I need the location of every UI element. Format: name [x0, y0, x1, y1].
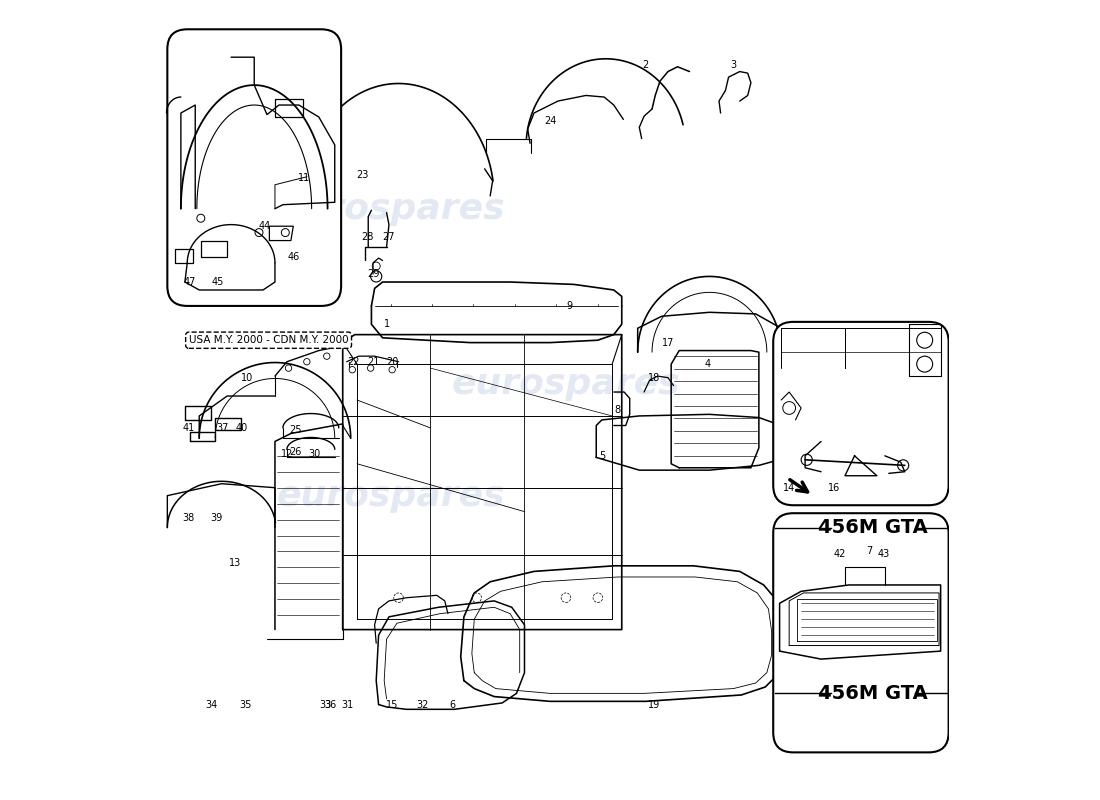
Text: 3: 3 [730, 60, 736, 70]
Text: 8: 8 [614, 405, 620, 414]
Text: 13: 13 [229, 558, 241, 569]
Text: 47: 47 [184, 277, 196, 287]
Text: 28: 28 [361, 231, 374, 242]
Text: 9: 9 [566, 301, 572, 311]
Text: 34: 34 [205, 699, 218, 710]
Text: 21: 21 [366, 357, 379, 366]
Text: 456M GTA: 456M GTA [818, 518, 927, 537]
Text: 5: 5 [598, 451, 605, 461]
Text: 456M GTA: 456M GTA [818, 684, 927, 703]
Text: 6: 6 [450, 699, 455, 710]
Text: 25: 25 [289, 426, 301, 435]
Text: USA M.Y. 2000 - CDN M.Y. 2000: USA M.Y. 2000 - CDN M.Y. 2000 [189, 335, 349, 346]
FancyBboxPatch shape [167, 30, 341, 306]
Text: 39: 39 [210, 513, 223, 523]
Text: 15: 15 [386, 699, 398, 710]
Text: 37: 37 [217, 423, 229, 433]
Text: 4: 4 [705, 359, 711, 369]
Text: 43: 43 [877, 549, 890, 559]
Text: 42: 42 [833, 549, 846, 559]
FancyBboxPatch shape [773, 514, 948, 752]
Text: 32: 32 [416, 699, 429, 710]
Text: 35: 35 [240, 699, 252, 710]
Text: 33: 33 [319, 699, 331, 710]
Text: 14: 14 [783, 482, 795, 493]
Text: 31: 31 [341, 699, 353, 710]
Text: 27: 27 [383, 231, 395, 242]
Text: 44: 44 [258, 222, 271, 231]
Text: 7: 7 [867, 546, 872, 557]
Text: 16: 16 [827, 482, 840, 493]
Text: 20: 20 [386, 357, 398, 366]
Text: 41: 41 [183, 423, 195, 433]
Text: 40: 40 [235, 423, 248, 433]
Text: eurospares: eurospares [276, 478, 505, 513]
Text: 19: 19 [648, 699, 660, 710]
Text: 30: 30 [309, 450, 321, 459]
Text: 36: 36 [323, 699, 337, 710]
Text: 1: 1 [384, 319, 389, 330]
FancyBboxPatch shape [773, 322, 948, 506]
Text: 11: 11 [298, 174, 310, 183]
Text: 26: 26 [289, 447, 301, 457]
Text: 2: 2 [642, 60, 649, 70]
Text: 17: 17 [662, 338, 674, 347]
Text: 46: 46 [288, 251, 300, 262]
Text: 18: 18 [648, 374, 661, 383]
Text: 38: 38 [183, 513, 195, 523]
Text: eurospares: eurospares [276, 192, 505, 226]
Text: 23: 23 [356, 170, 369, 180]
Text: 12: 12 [280, 450, 293, 459]
Text: 22: 22 [348, 357, 360, 366]
Text: eurospares: eurospares [452, 367, 680, 401]
Text: 29: 29 [366, 269, 379, 279]
Text: 24: 24 [543, 116, 557, 126]
Text: 45: 45 [211, 277, 223, 287]
Text: 10: 10 [241, 373, 253, 382]
